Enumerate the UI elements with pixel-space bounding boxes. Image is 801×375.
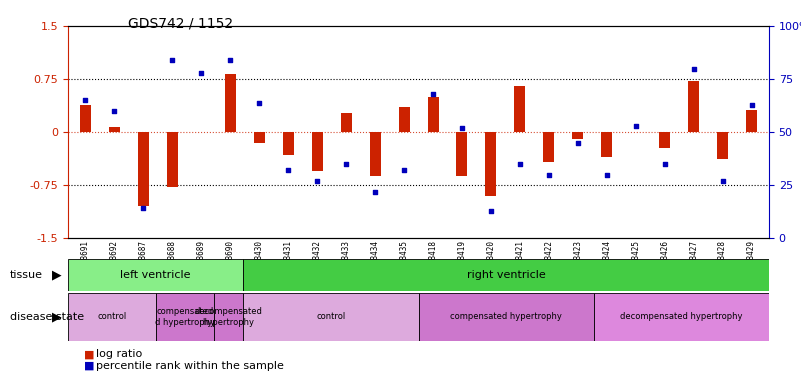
- Text: percentile rank within the sample: percentile rank within the sample: [96, 361, 284, 370]
- Bar: [109, 127, 120, 132]
- Bar: [418, 292, 594, 341]
- Bar: [214, 292, 244, 341]
- Text: GDS742 / 1152: GDS742 / 1152: [128, 17, 233, 31]
- Bar: [283, 132, 294, 155]
- Point: [542, 172, 555, 178]
- Bar: [312, 132, 323, 171]
- Text: ■: ■: [84, 350, 95, 359]
- Point: [687, 66, 700, 72]
- Bar: [457, 132, 468, 176]
- Text: control: control: [316, 312, 345, 321]
- Text: right ventricle: right ventricle: [467, 270, 545, 280]
- Text: decompensated hypertrophy: decompensated hypertrophy: [620, 312, 743, 321]
- Bar: [428, 97, 438, 132]
- Bar: [485, 132, 497, 196]
- Bar: [659, 132, 670, 148]
- Point: [166, 57, 179, 63]
- Point: [716, 178, 729, 184]
- Text: log ratio: log ratio: [96, 350, 143, 359]
- Point: [745, 102, 758, 108]
- Bar: [594, 292, 769, 341]
- Text: left ventricle: left ventricle: [120, 270, 191, 280]
- Bar: [746, 110, 757, 132]
- Point: [427, 91, 440, 97]
- Point: [485, 208, 497, 214]
- Bar: [138, 132, 149, 206]
- Text: disease state: disease state: [10, 312, 84, 322]
- Bar: [514, 86, 525, 132]
- Point: [513, 161, 526, 167]
- Text: compensated hypertrophy: compensated hypertrophy: [450, 312, 562, 321]
- Text: ■: ■: [84, 361, 95, 370]
- Bar: [225, 74, 235, 132]
- Point: [368, 189, 381, 195]
- Point: [397, 167, 410, 173]
- Bar: [80, 105, 91, 132]
- Point: [137, 206, 150, 212]
- Bar: [68, 259, 244, 291]
- Text: compensated
d hypertrophy: compensated d hypertrophy: [155, 307, 215, 327]
- Bar: [543, 132, 554, 162]
- Bar: [244, 259, 769, 291]
- Bar: [717, 132, 728, 159]
- Point: [340, 161, 352, 167]
- Point: [223, 57, 236, 63]
- Bar: [399, 108, 409, 132]
- Bar: [688, 81, 699, 132]
- Bar: [167, 132, 178, 187]
- Bar: [155, 292, 214, 341]
- Text: ▶: ▶: [52, 310, 62, 323]
- Point: [253, 99, 266, 105]
- Bar: [244, 292, 418, 341]
- Text: ▶: ▶: [52, 268, 62, 281]
- Point: [601, 172, 614, 178]
- Bar: [340, 113, 352, 132]
- Point: [311, 178, 324, 184]
- Point: [456, 125, 469, 131]
- Point: [195, 70, 207, 76]
- Point: [630, 123, 642, 129]
- Bar: [602, 132, 612, 157]
- Point: [571, 140, 584, 146]
- Text: control: control: [97, 312, 127, 321]
- Bar: [572, 132, 583, 139]
- Bar: [254, 132, 265, 143]
- Text: tissue: tissue: [10, 270, 42, 280]
- Point: [108, 108, 121, 114]
- Text: decompensated
hypertrophy: decompensated hypertrophy: [195, 307, 263, 327]
- Point: [282, 167, 295, 173]
- Bar: [369, 132, 380, 176]
- Bar: [68, 292, 155, 341]
- Point: [658, 161, 671, 167]
- Point: [79, 98, 92, 104]
